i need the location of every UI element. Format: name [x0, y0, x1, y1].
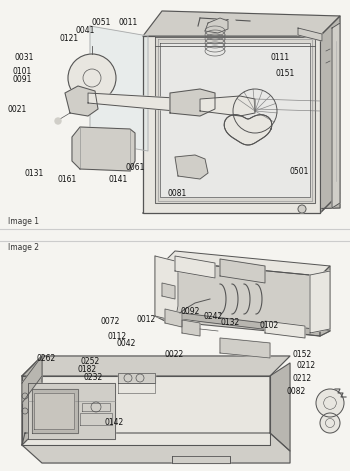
Polygon shape [175, 256, 215, 278]
Text: 0061: 0061 [125, 162, 145, 172]
Text: 0051: 0051 [92, 18, 111, 27]
Polygon shape [205, 18, 228, 33]
Polygon shape [88, 93, 200, 111]
Text: 0252: 0252 [80, 357, 100, 366]
Polygon shape [165, 261, 320, 336]
Polygon shape [165, 309, 182, 327]
Circle shape [316, 389, 344, 417]
Text: 0121: 0121 [60, 34, 79, 43]
Text: 0111: 0111 [271, 53, 289, 62]
Text: 0161: 0161 [57, 175, 77, 185]
Polygon shape [170, 89, 215, 116]
Polygon shape [220, 338, 270, 358]
Polygon shape [265, 321, 305, 338]
Polygon shape [155, 37, 315, 203]
Polygon shape [320, 266, 330, 336]
Polygon shape [22, 376, 270, 445]
Text: 0212: 0212 [292, 374, 311, 383]
Text: 0112: 0112 [108, 332, 127, 341]
Polygon shape [28, 383, 115, 439]
Text: 0262: 0262 [37, 354, 56, 364]
Text: 0022: 0022 [165, 349, 184, 359]
Polygon shape [224, 115, 272, 145]
Polygon shape [175, 155, 208, 179]
Text: 0232: 0232 [83, 373, 102, 382]
Polygon shape [220, 259, 265, 283]
Polygon shape [143, 36, 320, 213]
Circle shape [55, 118, 61, 124]
Circle shape [298, 205, 306, 213]
Polygon shape [34, 393, 74, 429]
Text: 0021: 0021 [7, 105, 27, 114]
Polygon shape [90, 26, 148, 151]
Text: 0101: 0101 [12, 67, 32, 76]
Polygon shape [80, 413, 112, 425]
Polygon shape [65, 86, 98, 116]
Text: 0012: 0012 [136, 315, 156, 324]
Circle shape [320, 413, 340, 433]
Text: 0212: 0212 [297, 360, 316, 370]
Text: Image 1: Image 1 [8, 217, 39, 226]
Polygon shape [82, 403, 110, 411]
Text: 0141: 0141 [109, 175, 128, 185]
Text: 0142: 0142 [104, 418, 123, 428]
Polygon shape [72, 127, 135, 171]
Polygon shape [165, 251, 330, 276]
Text: 0082: 0082 [286, 387, 305, 397]
Polygon shape [32, 389, 78, 433]
Polygon shape [160, 43, 310, 197]
Text: 0011: 0011 [118, 18, 137, 27]
Polygon shape [270, 363, 290, 451]
Text: 0092: 0092 [180, 307, 200, 317]
Text: 0031: 0031 [14, 53, 34, 62]
Text: 0041: 0041 [75, 26, 94, 35]
Text: 0131: 0131 [25, 169, 44, 178]
Polygon shape [332, 23, 340, 208]
Polygon shape [143, 193, 340, 213]
Polygon shape [22, 433, 290, 463]
Polygon shape [200, 96, 255, 116]
Text: 0242: 0242 [204, 312, 223, 321]
Text: 0151: 0151 [276, 68, 295, 78]
Text: 0152: 0152 [292, 349, 312, 359]
Circle shape [229, 18, 235, 24]
Circle shape [68, 54, 116, 102]
Text: 0081: 0081 [167, 188, 186, 198]
Polygon shape [22, 356, 42, 445]
Text: 0501: 0501 [289, 167, 309, 177]
Polygon shape [320, 16, 340, 213]
Polygon shape [162, 283, 175, 299]
Polygon shape [172, 456, 230, 463]
Text: 0042: 0042 [116, 339, 136, 349]
Polygon shape [298, 28, 322, 41]
Polygon shape [155, 311, 330, 336]
Polygon shape [22, 356, 42, 403]
Polygon shape [143, 11, 340, 36]
Polygon shape [155, 256, 178, 321]
Polygon shape [22, 356, 290, 376]
Polygon shape [118, 383, 155, 393]
Polygon shape [310, 271, 330, 333]
Text: 0072: 0072 [100, 317, 120, 326]
Text: 0102: 0102 [259, 321, 279, 331]
Polygon shape [118, 373, 155, 383]
Text: 0182: 0182 [78, 365, 97, 374]
Text: 0091: 0091 [12, 74, 32, 84]
Text: 0132: 0132 [221, 318, 240, 327]
Polygon shape [182, 320, 200, 336]
Text: Image 2: Image 2 [8, 243, 39, 252]
Polygon shape [155, 256, 165, 321]
